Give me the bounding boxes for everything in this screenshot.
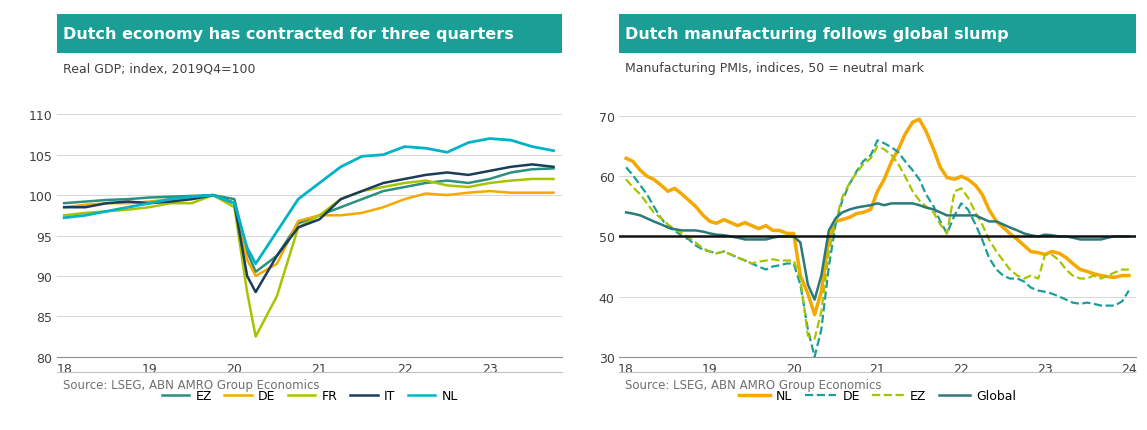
Text: Source: LSEG, ABN AMRO Group Economics: Source: LSEG, ABN AMRO Group Economics <box>63 378 320 391</box>
Legend: NL, DE, EZ, Global: NL, DE, EZ, Global <box>734 384 1021 407</box>
Text: Real GDP; index, 2019Q4=100: Real GDP; index, 2019Q4=100 <box>63 62 256 75</box>
Text: Dutch economy has contracted for three quarters: Dutch economy has contracted for three q… <box>63 28 514 42</box>
Legend: EZ, DE, FR, IT, NL: EZ, DE, FR, IT, NL <box>156 384 463 407</box>
Text: Manufacturing PMIs, indices, 50 = neutral mark: Manufacturing PMIs, indices, 50 = neutra… <box>625 62 924 75</box>
Text: Dutch manufacturing follows global slump: Dutch manufacturing follows global slump <box>625 28 1008 42</box>
Text: Source: LSEG, ABN AMRO Group Economics: Source: LSEG, ABN AMRO Group Economics <box>625 378 882 391</box>
